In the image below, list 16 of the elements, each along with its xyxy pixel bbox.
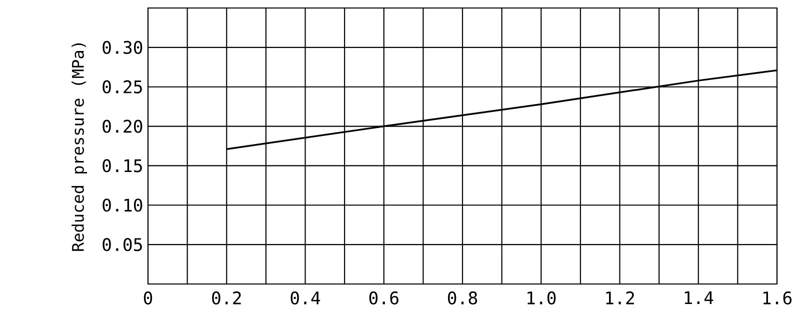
y-tick-label: 0.15: [102, 159, 142, 172]
x-tick-label: 1.6: [763, 291, 792, 304]
x-tick-label: 1.4: [684, 291, 714, 304]
y-tick-label: 0.20: [102, 120, 142, 133]
y-tick-label: 0.05: [102, 238, 142, 252]
x-tick-label: 0.2: [212, 291, 241, 304]
y-tick-label: 0.10: [102, 198, 142, 212]
y-tick-label: 0.25: [102, 80, 142, 94]
y-tick-label: 0.30: [102, 40, 142, 54]
x-tick-label: 0: [144, 291, 152, 304]
x-tick-label: 1.0: [528, 291, 556, 304]
x-tick-label: 1.2: [606, 291, 634, 304]
y-axis-title: Reduced pressure (MPa): [72, 43, 88, 251]
x-tick-label: 0.6: [369, 291, 398, 304]
x-tick-label: 0.8: [448, 291, 478, 304]
x-tick-label: 0.4: [290, 291, 320, 304]
